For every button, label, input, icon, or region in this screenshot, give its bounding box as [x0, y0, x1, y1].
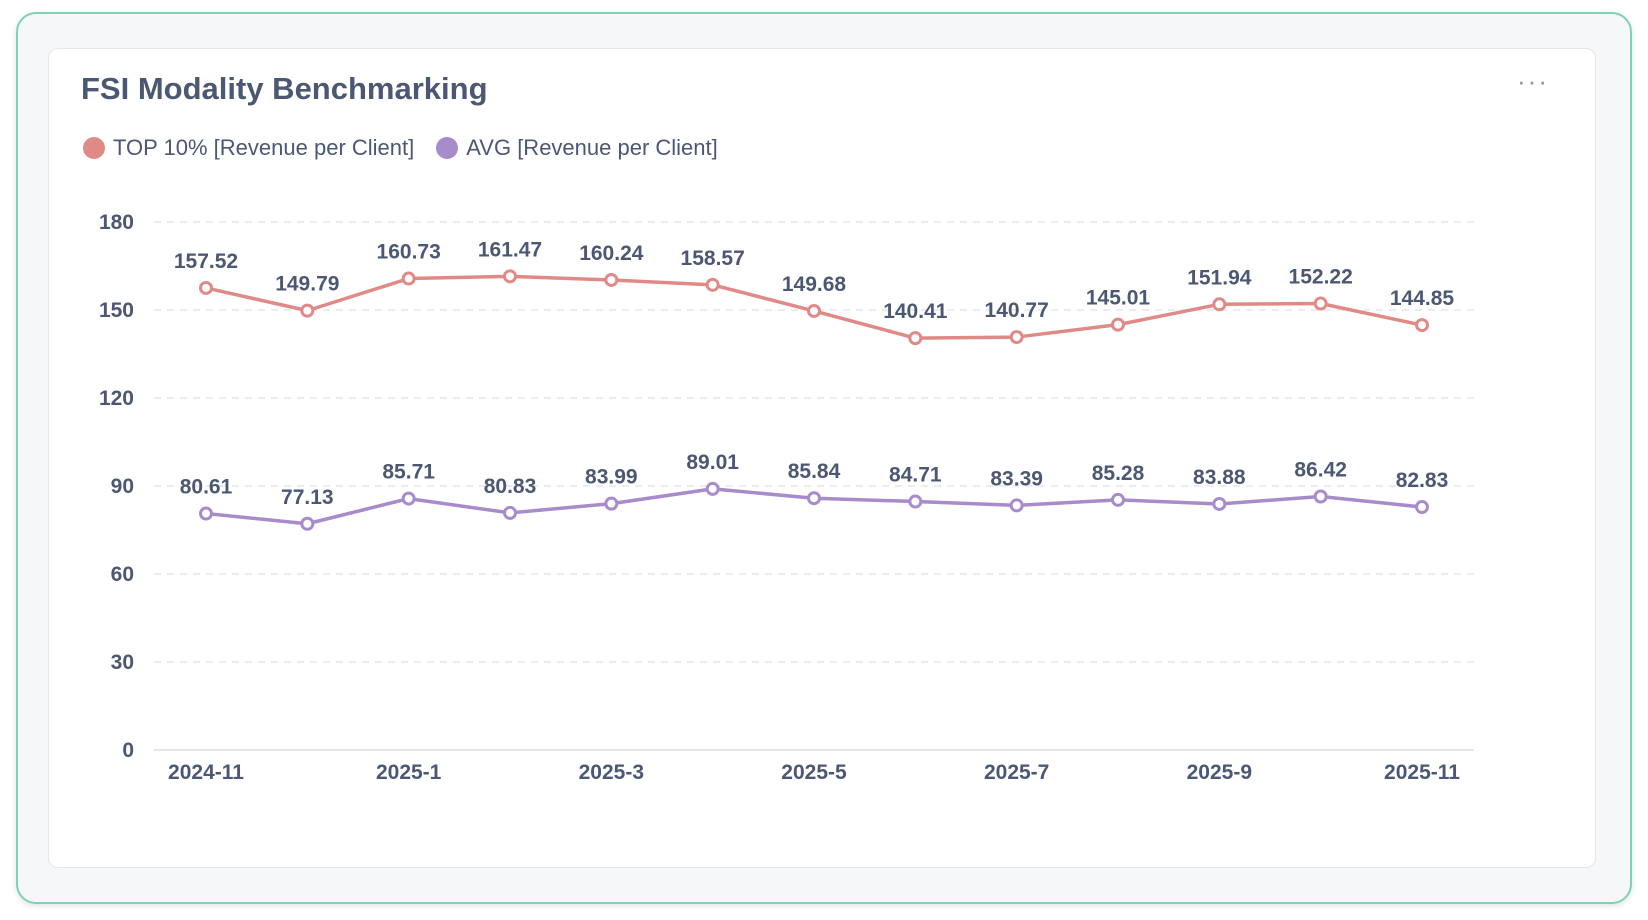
data-point: [1212, 496, 1227, 511]
data-label: 160.24: [579, 242, 644, 265]
y-tick-label: 0: [122, 739, 134, 762]
chart-title: FSI Modality Benchmarking: [81, 71, 488, 106]
data-label: 140.41: [883, 300, 948, 323]
data-point: [1313, 296, 1328, 311]
data-point: [199, 506, 213, 521]
legend-swatch-top10: [83, 137, 105, 159]
chart-legend: TOP 10% [Revenue per Client] AVG [Revenu…: [83, 135, 718, 161]
data-point: [401, 491, 416, 506]
legend-label-top10: TOP 10% [Revenue per Client]: [113, 135, 415, 160]
data-label: 77.13: [281, 486, 334, 509]
x-tick-label: 2025-1: [376, 761, 442, 784]
data-point: [1111, 317, 1125, 332]
data-point: [807, 491, 821, 506]
data-point: [503, 269, 517, 284]
dashboard-frame: FSI Modality Benchmarking ··· TOP 10% [R…: [16, 12, 1632, 904]
legend-item-top10[interactable]: TOP 10% [Revenue per Client]: [83, 135, 414, 161]
data-label: 86.42: [1294, 459, 1347, 482]
data-label: 85.71: [382, 461, 435, 484]
data-label: 158.57: [681, 247, 745, 270]
data-point: [401, 271, 416, 286]
data-point: [807, 303, 821, 318]
data-point: [604, 496, 619, 511]
data-label: 149.68: [782, 273, 847, 296]
data-point: [908, 331, 923, 346]
data-point: [705, 277, 720, 292]
y-tick-label: 60: [111, 563, 134, 586]
x-tick-label: 2025-5: [781, 761, 847, 784]
data-label: 149.79: [275, 273, 339, 296]
data-point: [604, 272, 619, 287]
legend-label-avg: AVG [Revenue per Client]: [466, 135, 718, 160]
data-label: 161.47: [478, 238, 542, 261]
data-point: [1313, 489, 1328, 504]
y-tick-label: 150: [99, 299, 134, 322]
data-label: 83.88: [1193, 466, 1246, 489]
y-tick-label: 120: [99, 387, 134, 410]
x-tick-label: 2025-11: [1384, 761, 1460, 784]
data-point: [300, 516, 315, 531]
data-label: 140.77: [985, 299, 1049, 322]
y-tick-label: 180: [99, 211, 134, 234]
x-tick-label: 2025-7: [984, 761, 1049, 784]
data-label: 89.01: [686, 451, 739, 474]
data-point: [705, 481, 720, 496]
data-point: [1009, 498, 1024, 513]
data-point: [1009, 330, 1024, 345]
data-label: 157.52: [174, 250, 238, 273]
ellipsis-icon[interactable]: ···: [1517, 66, 1549, 96]
data-label: 80.61: [180, 476, 233, 499]
data-label: 160.73: [377, 241, 441, 264]
data-label: 83.99: [585, 466, 638, 489]
x-tick-label: 2024-11: [168, 761, 244, 784]
data-point: [1415, 318, 1429, 333]
data-label: 145.01: [1086, 287, 1151, 310]
data-label: 84.71: [889, 464, 942, 487]
line-chart: 0 30 60 90 120 150 180 2024-11 2025-1 2025-3 2025-…: [99, 211, 1474, 784]
data-point: [908, 494, 923, 509]
y-tick-label: 30: [111, 651, 134, 674]
data-point: [300, 303, 315, 318]
legend-swatch-avg: [436, 137, 459, 159]
y-tick-label: 90: [111, 475, 134, 498]
data-point: [199, 280, 213, 295]
x-tick-label: 2025-9: [1187, 761, 1252, 784]
data-label: 83.39: [990, 467, 1043, 490]
chart-card: FSI Modality Benchmarking ··· TOP 10% [R…: [48, 48, 1596, 868]
x-tick-label: 2025-3: [579, 761, 644, 784]
data-label: 85.84: [788, 460, 841, 483]
data-label: 85.28: [1092, 462, 1145, 485]
data-label: 82.83: [1396, 469, 1449, 492]
data-point: [503, 505, 517, 520]
legend-item-avg[interactable]: AVG [Revenue per Client]: [436, 135, 718, 161]
data-point: [1415, 500, 1429, 515]
data-label: 152.22: [1289, 265, 1353, 288]
data-label: 144.85: [1390, 287, 1455, 310]
data-label: 151.94: [1187, 266, 1252, 289]
data-label: 80.83: [484, 475, 537, 498]
data-point: [1212, 297, 1227, 312]
data-point: [1111, 492, 1125, 507]
